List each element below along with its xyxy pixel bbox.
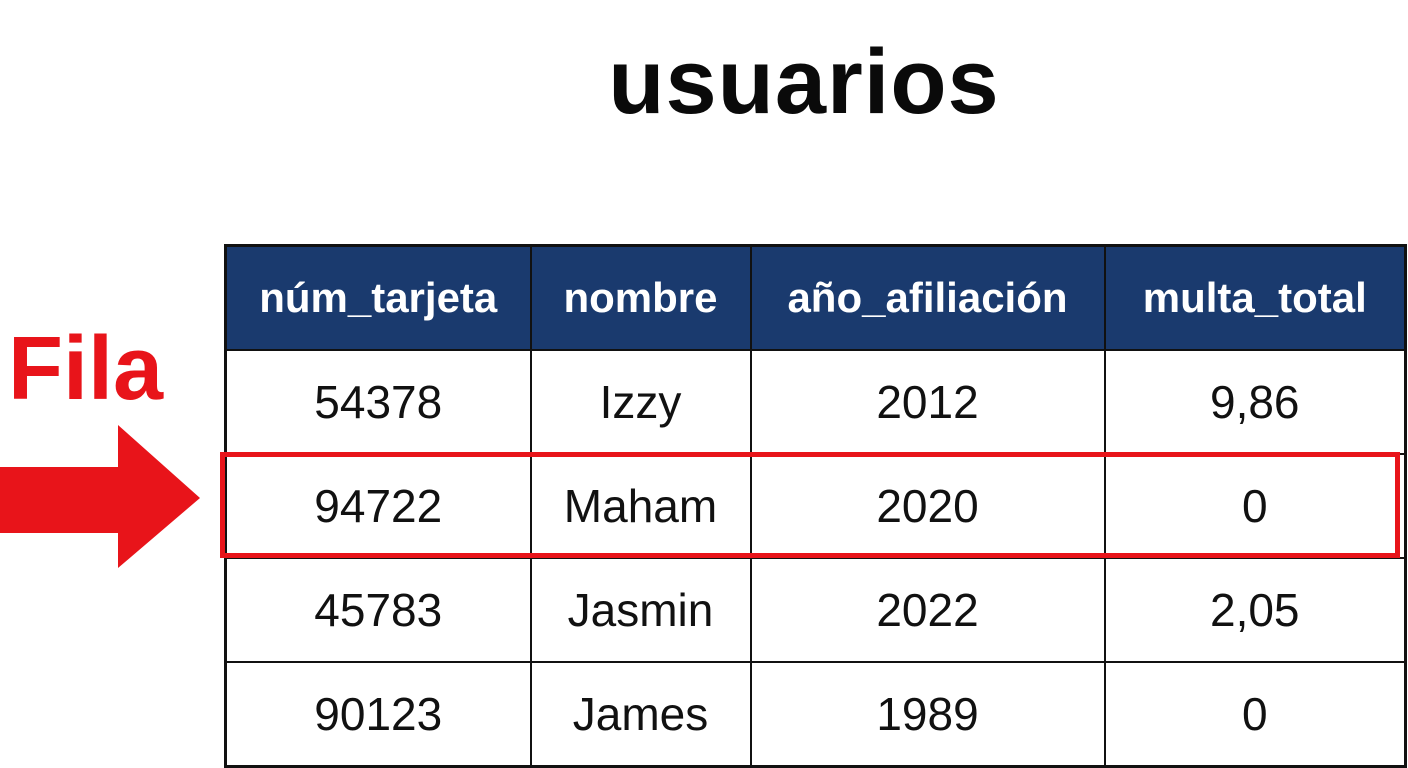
table-row: 45783 Jasmin 2022 2,05 [224, 557, 1407, 663]
cell: 9,86 [1103, 349, 1407, 455]
cell: Maham [529, 453, 752, 559]
cell: 1989 [749, 661, 1106, 768]
cell: 45783 [224, 557, 532, 663]
column-header: nombre [529, 244, 752, 351]
cell: 2020 [749, 453, 1106, 559]
column-header: año_afiliación [749, 244, 1106, 351]
arrow-right-icon [0, 425, 200, 568]
cell: 2022 [749, 557, 1106, 663]
row-label: Fila [8, 319, 164, 419]
usuarios-table: núm_tarjeta nombre año_afiliación multa_… [224, 244, 1407, 768]
cell: 2012 [749, 349, 1106, 455]
header-row: núm_tarjeta nombre año_afiliación multa_… [224, 244, 1407, 351]
cell: 0 [1103, 661, 1407, 768]
cell: 0 [1103, 453, 1407, 559]
table-title: usuarios [608, 31, 1000, 133]
column-header: núm_tarjeta [224, 244, 532, 351]
table-row: 90123 James 1989 0 [224, 661, 1407, 768]
cell: James [529, 661, 752, 768]
cell: 2,05 [1103, 557, 1407, 663]
cell: 54378 [224, 349, 532, 455]
table-row-highlighted: 94722 Maham 2020 0 [224, 453, 1407, 559]
cell: Izzy [529, 349, 752, 455]
column-header: multa_total [1103, 244, 1407, 351]
table-row: 54378 Izzy 2012 9,86 [224, 349, 1407, 455]
cell: 94722 [224, 453, 532, 559]
cell: 90123 [224, 661, 532, 768]
cell: Jasmin [529, 557, 752, 663]
